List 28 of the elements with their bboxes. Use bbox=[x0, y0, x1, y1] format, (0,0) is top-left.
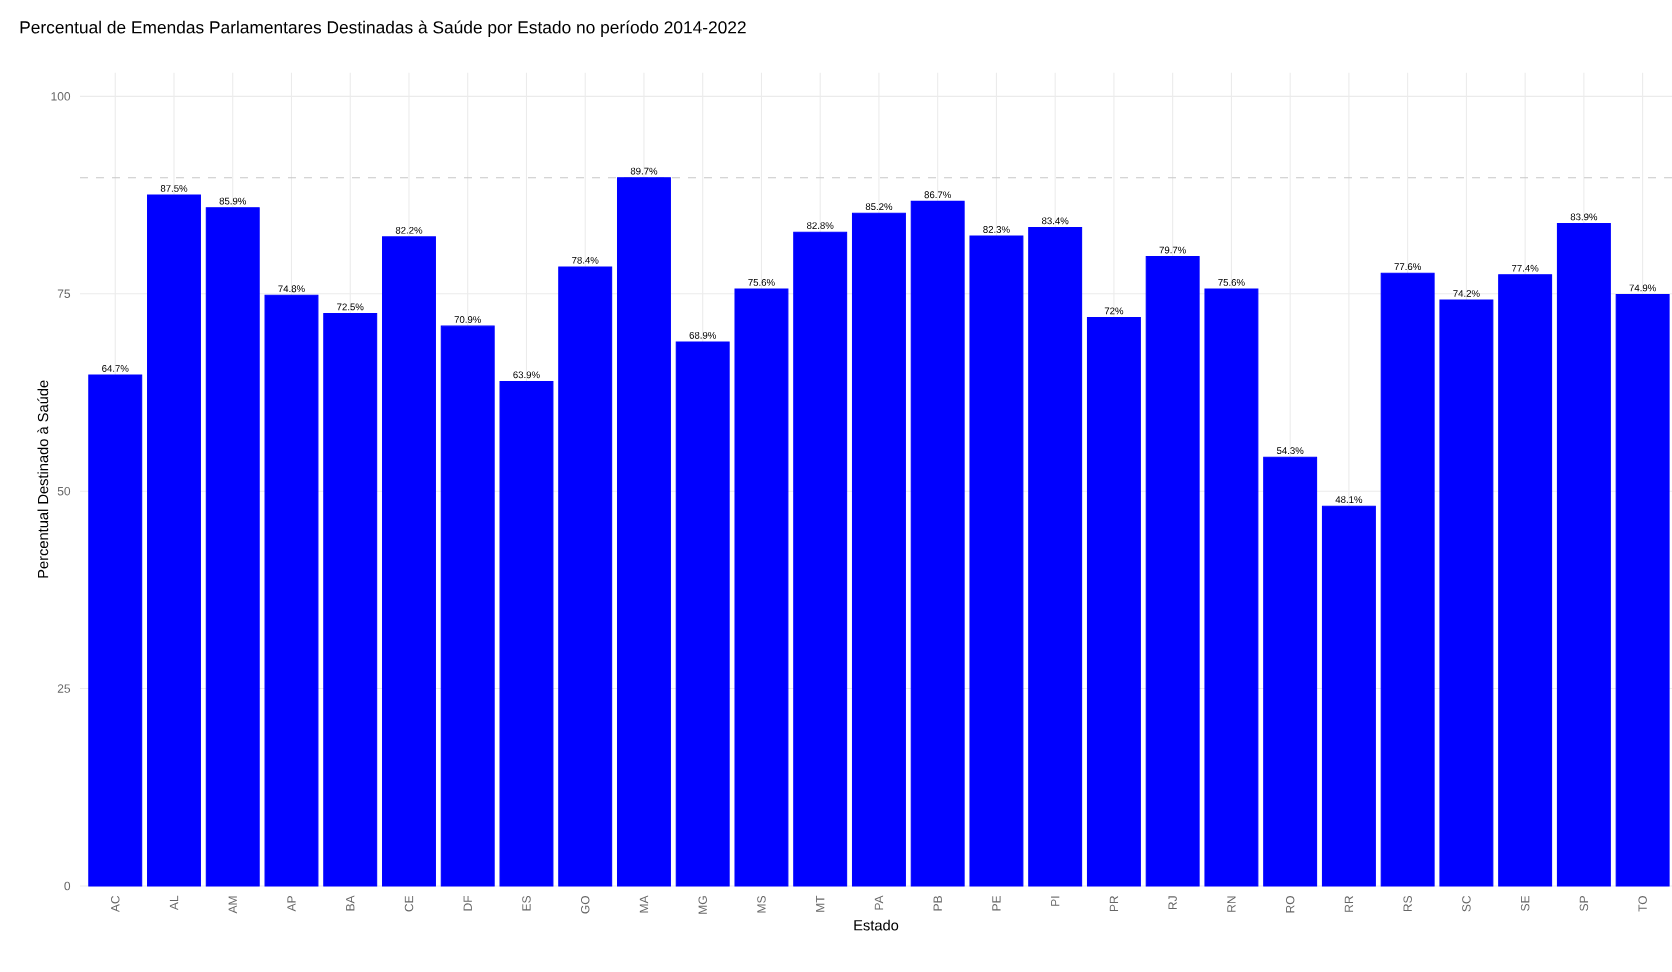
bar bbox=[440, 325, 495, 887]
bar bbox=[851, 212, 906, 887]
bar bbox=[382, 236, 436, 887]
bar bbox=[1439, 299, 1494, 887]
bar bbox=[1204, 288, 1259, 887]
bar bbox=[910, 200, 965, 887]
bar bbox=[1028, 226, 1083, 887]
bar bbox=[147, 194, 201, 887]
bar bbox=[969, 235, 1024, 887]
bar bbox=[616, 177, 671, 887]
bar bbox=[264, 294, 319, 887]
bar bbox=[323, 312, 378, 887]
bar bbox=[793, 231, 848, 887]
bar bbox=[499, 380, 554, 887]
bar bbox=[1380, 272, 1435, 887]
bar bbox=[1498, 274, 1553, 887]
chart-title: Percentual de Emendas Parlamentares Destinadas à Saúde por Estado no período 2014-2022 bbox=[20, 20, 746, 37]
bar bbox=[675, 341, 730, 887]
bar bbox=[1086, 316, 1141, 887]
bar bbox=[1615, 294, 1670, 887]
bar bbox=[1321, 505, 1376, 887]
bar bbox=[1145, 256, 1200, 887]
bar bbox=[1556, 222, 1611, 887]
bar bbox=[88, 374, 143, 887]
bar bbox=[734, 288, 789, 887]
bar bbox=[205, 207, 260, 887]
bar bbox=[1263, 456, 1318, 887]
bar bbox=[558, 266, 613, 887]
